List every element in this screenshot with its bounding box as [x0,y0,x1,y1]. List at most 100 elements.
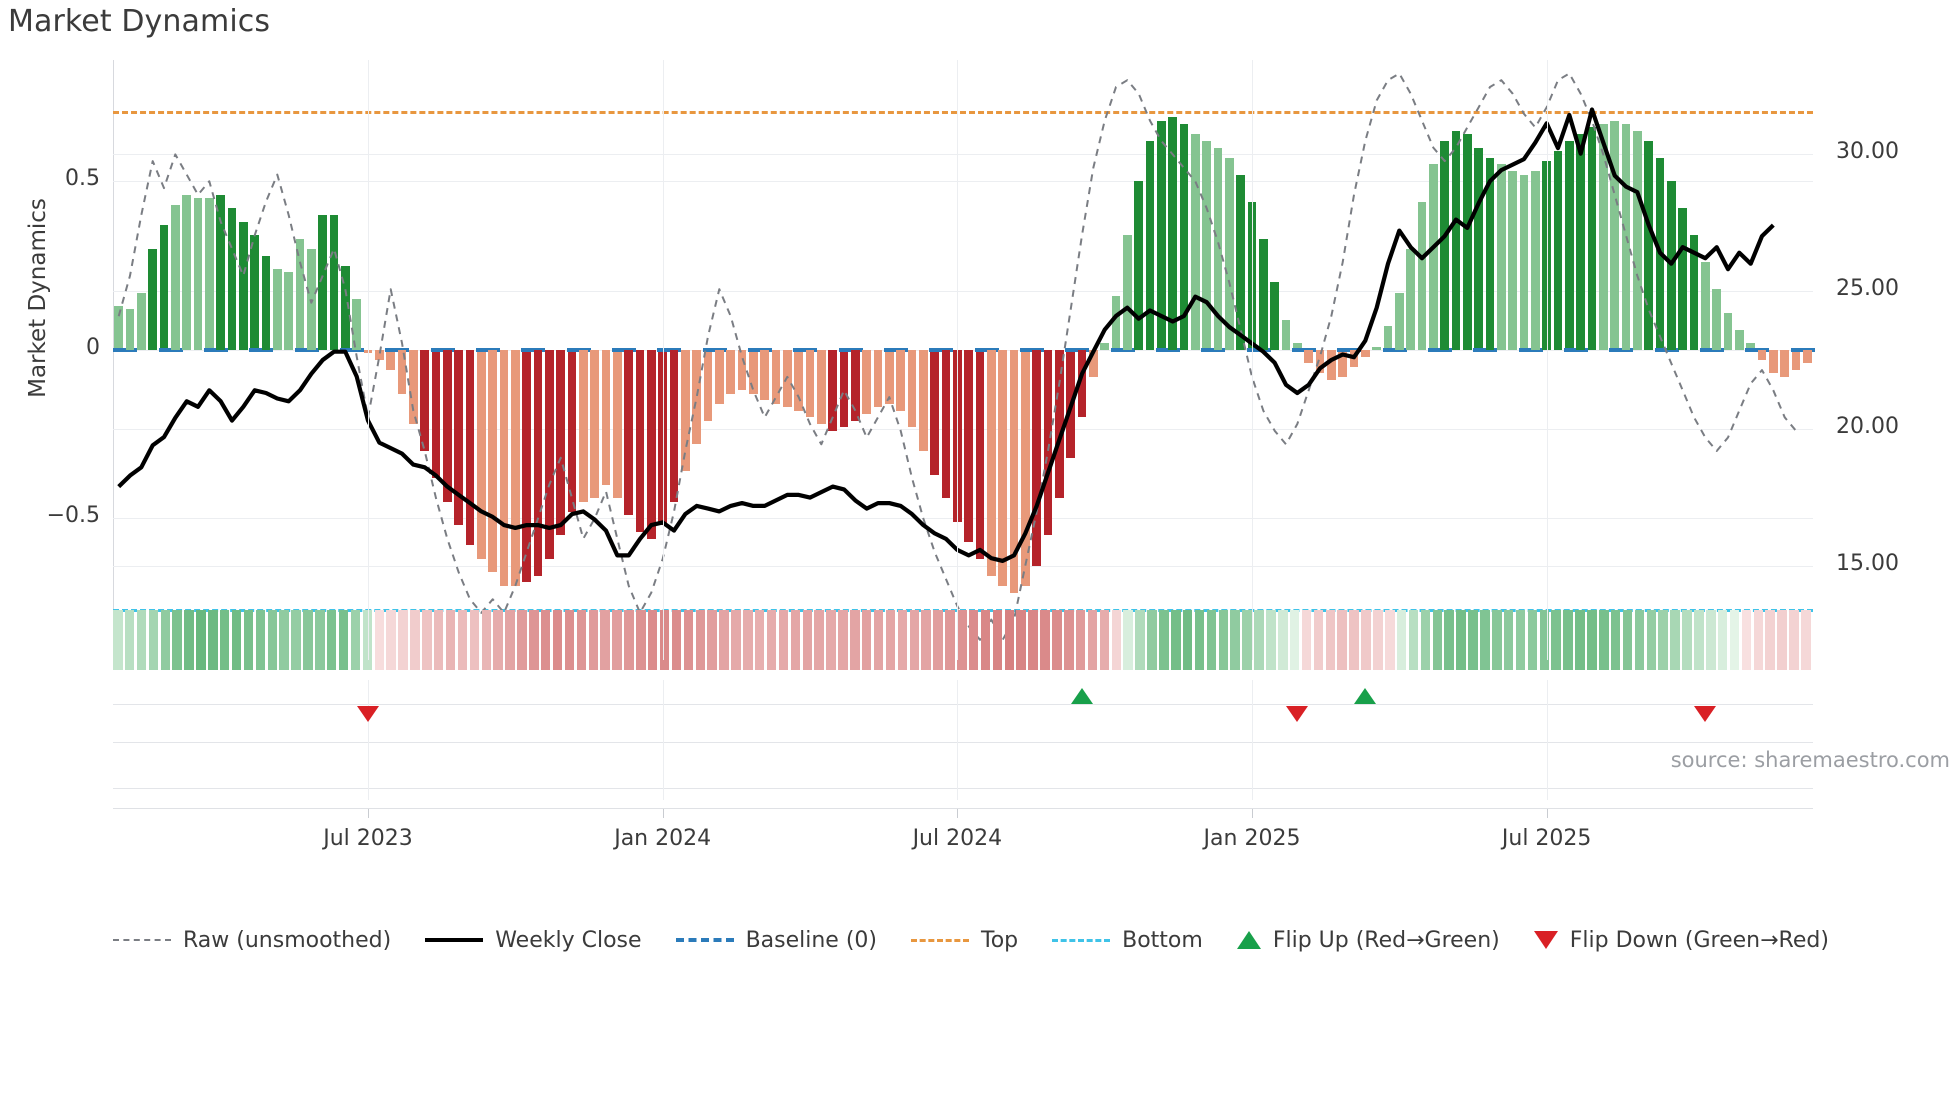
heatmap-cell [1468,610,1478,670]
marker-gridline-2 [113,788,1813,789]
heatmap-cell [1218,610,1229,670]
heatmap-cell [231,610,242,670]
heatmap-cell [683,610,694,670]
heatmap-cell [1682,610,1692,670]
baseline-dash [521,347,546,352]
heatmap-cell [1539,610,1550,670]
bar [1429,164,1438,350]
heatmap-cell [1016,610,1026,670]
heatmap-cell [1289,610,1300,670]
bar [1712,289,1721,350]
x-tick-mark [1546,808,1548,818]
bar [715,349,724,404]
legend-item-4[interactable]: Bottom [1052,928,1203,953]
bar [1043,349,1053,536]
heatmap-cell [861,610,872,670]
legend-item-0[interactable]: Raw (unsmoothed) [113,928,391,953]
x-tick-label: Jan 2024 [614,826,712,851]
heatmap-cell [1361,610,1371,670]
x-gridline-plot-0 [368,60,369,660]
gridline-left-2 [113,518,1813,520]
bar [1553,151,1563,350]
heatmap-cell [350,610,361,670]
heatmap-cell [1004,610,1015,670]
green-up-triangle-icon [1236,931,1261,949]
raw-unsmoothed-line [117,72,1797,641]
heatmap-cell [743,610,753,670]
baseline-dash [838,347,863,352]
heatmap-cell [517,610,527,670]
heatmap-cell [1670,610,1680,670]
bar [1451,130,1461,350]
bar [1077,349,1087,418]
heatmap-cell [980,610,991,670]
heatmap-cell [754,610,765,670]
bar [1089,349,1098,377]
bar [1474,147,1483,350]
baseline-dash [929,347,954,352]
heatmap-cell [897,610,908,670]
flip-up-marker-icon [1354,688,1377,704]
heatmap-cell [196,610,206,670]
heatmap-cell [707,610,717,670]
heatmap-cell [136,610,147,670]
heatmap-cell [1206,610,1217,670]
heatmap-cell [1266,610,1276,670]
bar [465,349,475,546]
bar [1259,238,1268,350]
baseline-dash [1201,347,1226,352]
x-gridline-0 [368,680,369,800]
bar [1270,282,1279,350]
bar [1769,349,1778,374]
bar [1746,343,1755,350]
heatmap-cell [1753,610,1764,670]
red-down-triangle-icon [1533,931,1558,949]
bar [726,349,735,394]
bar [1565,140,1574,350]
heatmap-cell [647,610,658,670]
y-tick-right-1: 25.00 [1836,276,1899,302]
bar [647,349,656,539]
bar [1281,319,1291,350]
bar [205,198,214,350]
bar [805,349,815,418]
heatmap-cell [505,610,515,670]
bar [1780,349,1789,377]
legend-item-5[interactable]: Flip Up (Red→Green) [1236,927,1500,953]
heatmap-cell [1480,610,1490,670]
bar [511,349,520,586]
baseline-dash [657,347,682,352]
y-tick-left-2: −0.5 [46,503,100,529]
heatmap-cell [386,610,396,670]
heatmap-cell [1087,610,1098,670]
x-tick-label: Jul 2023 [323,826,413,851]
heatmap-cell [564,610,575,670]
line-series [117,72,1797,641]
bar [703,349,713,421]
bar [1508,171,1517,350]
bar [1678,208,1687,350]
heatmap-cell [469,610,480,670]
bar [941,349,951,499]
bar [477,349,486,559]
bar [1791,349,1801,371]
legend-label: Flip Up (Red→Green) [1272,927,1500,953]
baseline-dash [974,347,999,352]
bar [386,349,395,371]
flip-down-marker-icon [1286,706,1309,722]
bar [556,349,565,536]
legend-item-6[interactable]: Flip Down (Green→Red) [1533,928,1829,953]
y-tick-right-3: 15.00 [1836,551,1899,577]
bar [624,349,633,516]
bar [1021,349,1030,586]
bar [1406,248,1415,350]
baseline-dash [1428,347,1452,352]
legend-item-1[interactable]: Weekly Close [425,928,642,953]
bar [1497,164,1506,350]
baseline-dash [476,347,500,352]
bar [1757,349,1767,360]
legend-item-2[interactable]: Baseline (0) [675,928,877,953]
bar [488,349,497,573]
heatmap-cell [1182,610,1193,670]
legend-item-3[interactable]: Top [911,928,1018,953]
